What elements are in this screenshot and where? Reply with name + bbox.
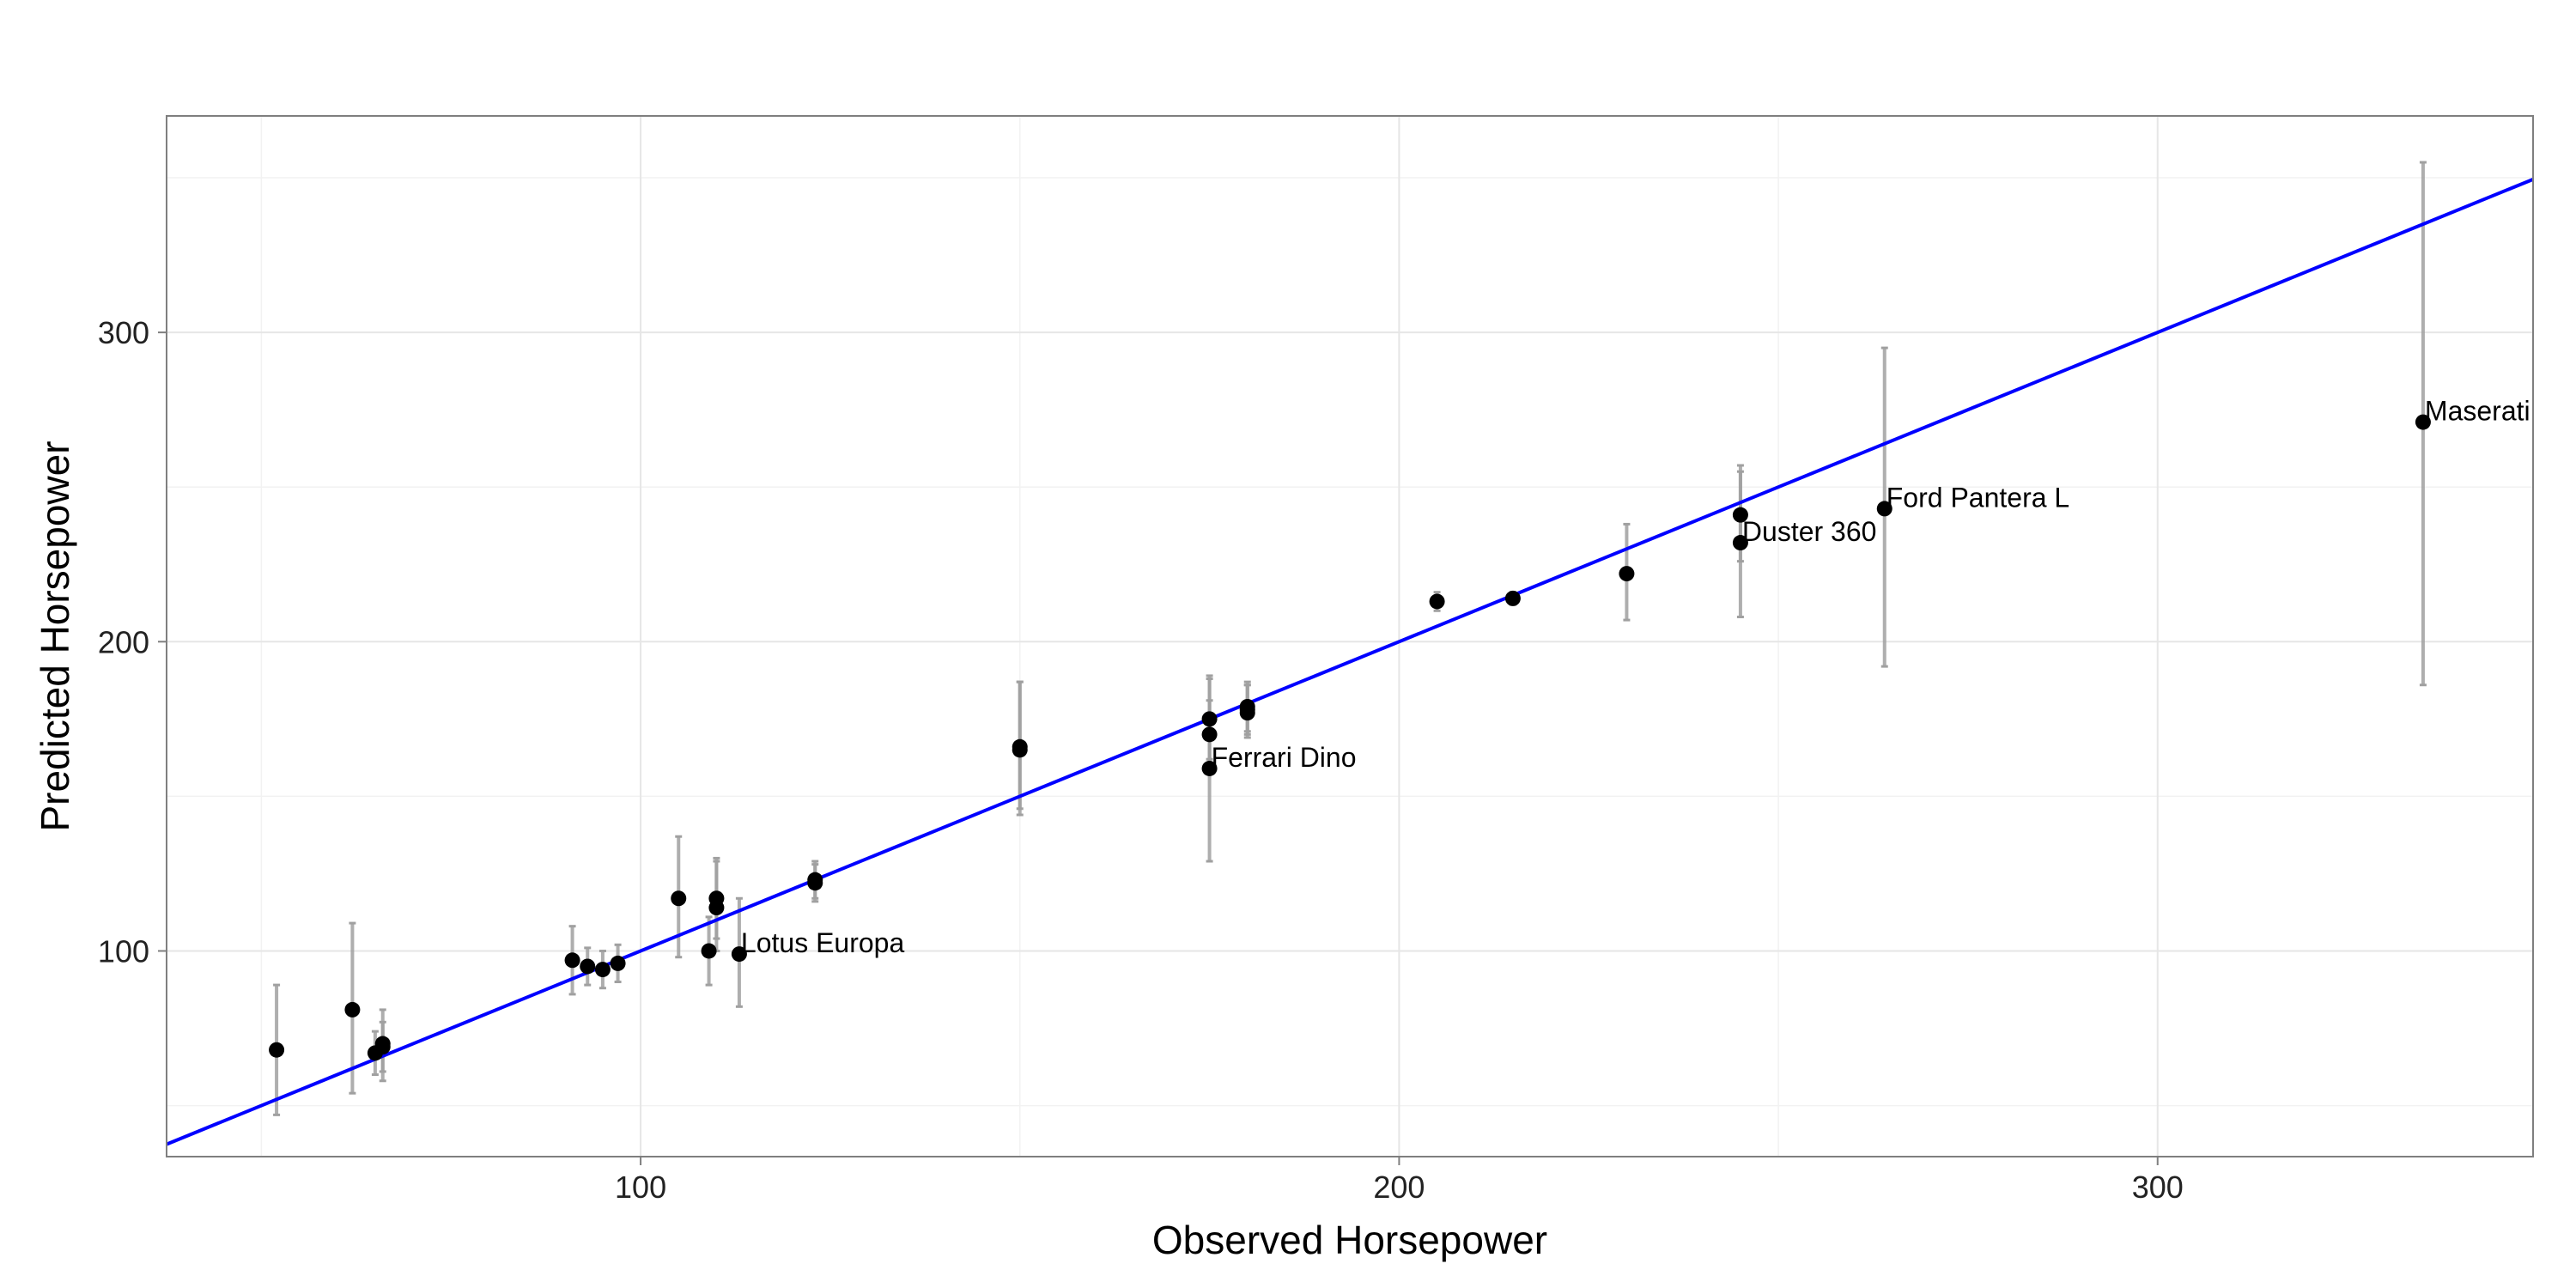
plot-border (166, 115, 2534, 1157)
data-point (1201, 711, 1218, 727)
data-point (564, 952, 580, 969)
point-label: Ferrari Dino (1212, 742, 1357, 773)
point-label: Maserati Bora (2425, 396, 2576, 427)
data-points (269, 414, 2431, 1061)
y-tick-label: 200 (98, 624, 149, 659)
x-axis-title: Observed Horsepower (1152, 1218, 1547, 1262)
data-point (594, 962, 611, 978)
x-tick-label: 200 (1373, 1170, 1425, 1205)
data-point (701, 943, 717, 959)
point-label: Duster 360 (1742, 516, 1877, 547)
point-label: Lotus Europa (741, 927, 905, 958)
axis-ticks: 100 200 300 100 200 300 (98, 315, 2184, 1205)
y-axis-title: Predicted Horsepower (33, 440, 77, 831)
y-tick-label: 300 (98, 315, 149, 350)
data-point (269, 1042, 285, 1058)
grid-lines (167, 116, 2533, 1157)
y-tick-label: 100 (98, 933, 149, 969)
fit-line (166, 177, 2534, 1146)
data-point (1619, 566, 1635, 582)
data-point (1201, 760, 1218, 776)
data-point (2415, 414, 2431, 430)
data-point (731, 946, 747, 963)
data-point (671, 890, 687, 907)
data-point (374, 1039, 391, 1055)
data-point (1876, 501, 1893, 517)
data-point (1504, 590, 1521, 606)
data-point (1201, 726, 1218, 743)
data-point (1012, 738, 1028, 755)
data-point (708, 900, 725, 916)
x-tick-label: 300 (2132, 1170, 2184, 1205)
data-point (344, 1001, 361, 1018)
point-label: Ford Pantera L (1886, 482, 2069, 513)
x-tick-label: 100 (615, 1170, 666, 1205)
data-point (807, 872, 823, 888)
data-point (1732, 535, 1748, 551)
data-point (1239, 702, 1255, 718)
point-labels: Lotus Europa Ferrari Dino Duster 360 Ford P… (741, 396, 2576, 959)
data-point (1429, 593, 1445, 610)
data-point (1732, 507, 1748, 523)
data-point (580, 958, 596, 975)
data-point (610, 955, 626, 971)
